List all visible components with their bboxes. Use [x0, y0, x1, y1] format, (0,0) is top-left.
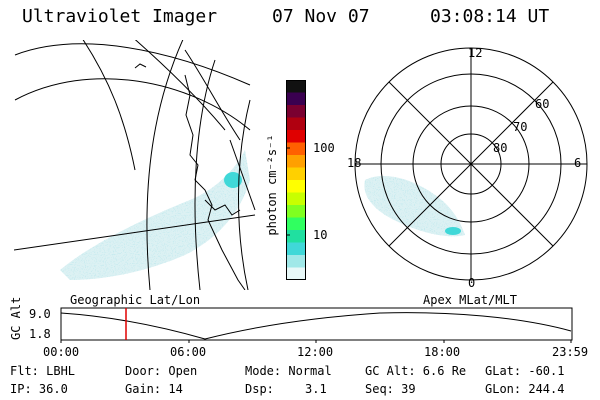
- colorbar-swatch: [286, 117, 306, 131]
- lat-label-60: 60: [535, 97, 550, 111]
- alt-xtick-3: 18:00: [424, 345, 461, 359]
- colorbar-swatch: [286, 205, 306, 218]
- polar-aurora-hotspot: [445, 227, 461, 235]
- colorbar-swatch: [286, 217, 306, 231]
- colorbar-swatch: [286, 267, 306, 280]
- time-label: 03:08:14 UT: [430, 6, 550, 27]
- info-filter: Flt: LBHL: [10, 364, 76, 378]
- alt-xtick-2: 12:00: [297, 345, 334, 359]
- colorbar-swatch: [286, 92, 306, 106]
- mlt-label-6: 6: [574, 156, 582, 170]
- altitude-curve: [60, 312, 572, 340]
- alt-plot-ylabel: GC Alt: [9, 296, 23, 340]
- aurora-hotspot: [224, 172, 242, 188]
- alt-xtick-0: 00:00: [43, 345, 80, 359]
- colorbar-swatch: [286, 105, 306, 118]
- polar-plot: [354, 47, 588, 281]
- info-gain: Gain: 14: [125, 382, 183, 396]
- colorbar-tick-100: 100: [313, 141, 335, 155]
- colorbar-swatch: [286, 242, 306, 256]
- info-ip: IP: 36.0: [10, 382, 68, 396]
- polar-panel-label: Apex MLat/MLT: [423, 293, 517, 307]
- mlt-label-12: 12: [468, 46, 483, 60]
- colorbar-unit-label: photon cm⁻²s⁻¹: [265, 134, 279, 236]
- colorbar-swatch: [286, 180, 306, 193]
- colorbar-swatch: [286, 80, 306, 93]
- geo-panel-label: Geographic Lat/Lon: [70, 293, 201, 307]
- lat-label-80: 80: [493, 141, 508, 155]
- altitude-plot: [60, 307, 573, 343]
- colorbar: [286, 80, 306, 280]
- lat-label-70: 70: [513, 120, 528, 134]
- alt-xtick-4: 23:59: [552, 345, 589, 359]
- colorbar-swatch: [286, 230, 306, 243]
- info-glon: GLon: 244.4: [485, 382, 565, 396]
- date-label: 07 Nov 07: [272, 6, 370, 27]
- info-dsp-value: 3.1: [305, 382, 327, 396]
- mlt-label-0: 0: [468, 276, 476, 290]
- colorbar-swatch: [286, 167, 306, 181]
- coastline: [184, 74, 246, 290]
- info-mode: Mode: Normal: [245, 364, 332, 378]
- alt-ytick-low: 1.8: [29, 327, 51, 341]
- alt-xtick-1: 06:00: [170, 345, 207, 359]
- info-glat: GLat: -60.1: [485, 364, 565, 378]
- info-seq: Seq: 39: [365, 382, 416, 396]
- info-door: Door: Open: [125, 364, 198, 378]
- info-dsp-label: Dsp:: [245, 382, 274, 396]
- colorbar-swatch: [286, 142, 306, 156]
- colorbar-tick-10: 10: [313, 228, 328, 242]
- colorbar-swatch: [286, 192, 306, 206]
- colorbar-swatch: [286, 130, 306, 143]
- alt-ytick-high: 9.0: [29, 307, 51, 321]
- info-gc-alt: GC Alt: 6.6 Re: [365, 364, 467, 378]
- mlt-label-18: 18: [347, 156, 362, 170]
- polar-aurora-speckle: [364, 175, 465, 237]
- geographic-map: [14, 40, 256, 290]
- colorbar-swatch: [286, 255, 306, 268]
- aurora-speckle: [60, 150, 250, 280]
- colorbar-swatch: [286, 155, 306, 168]
- instrument-title: Ultraviolet Imager: [22, 6, 218, 27]
